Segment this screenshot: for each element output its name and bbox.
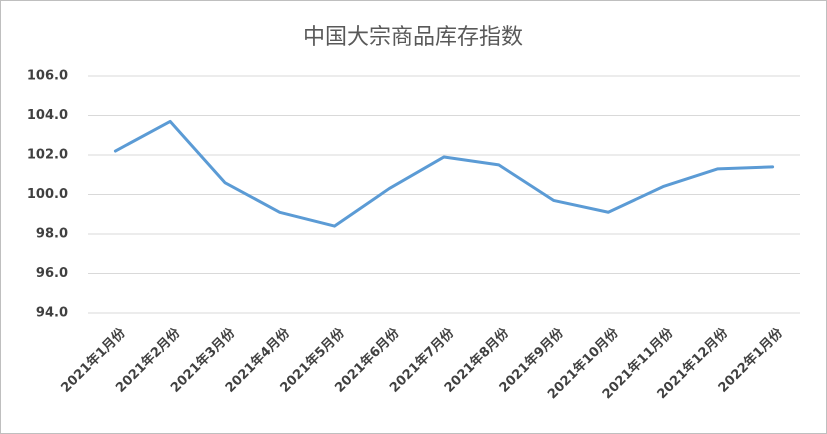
y-tick-label: 94.0: [36, 306, 68, 321]
chart-title: 中国大宗商品库存指数: [303, 25, 523, 50]
y-tick-label: 100.0: [27, 187, 68, 202]
y-tick-label: 96.0: [36, 266, 68, 281]
data-line: [113, 119, 775, 228]
y-tick-label: 102.0: [27, 148, 68, 163]
y-tick-label: 106.0: [27, 69, 68, 84]
y-tick-label: 104.0: [27, 108, 68, 123]
y-tick-label: 98.0: [36, 227, 68, 242]
